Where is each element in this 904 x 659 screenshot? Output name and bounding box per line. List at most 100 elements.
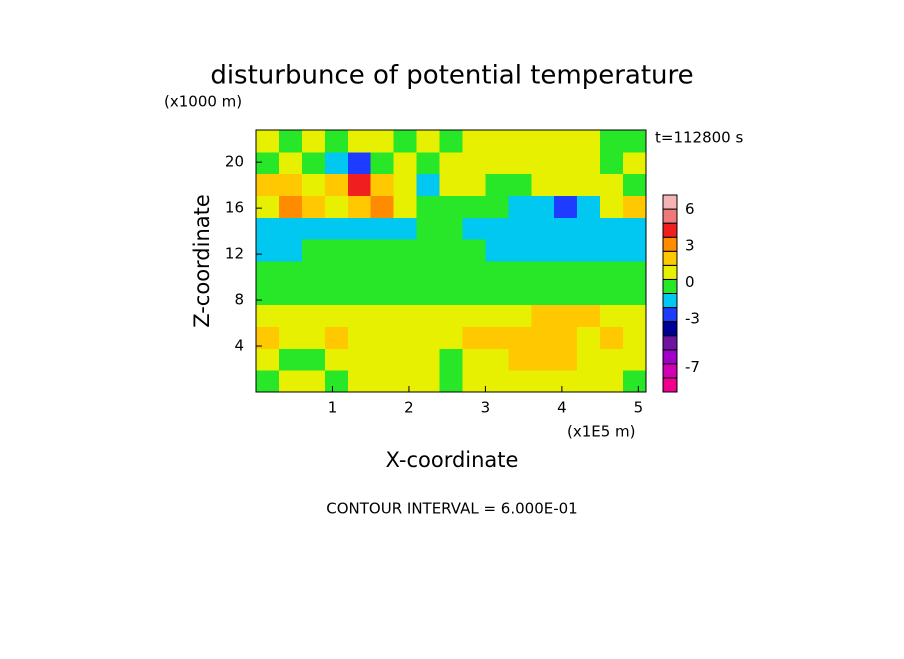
field-cell: [393, 370, 418, 393]
field-cell: [278, 261, 303, 284]
field-cell: [393, 239, 418, 262]
field-cell: [256, 304, 280, 327]
field-cell: [554, 261, 578, 284]
field-cell: [485, 261, 509, 284]
field-cell: [531, 130, 555, 153]
field-cell: [416, 130, 441, 153]
field-cell: [577, 370, 601, 393]
field-cell: [462, 217, 486, 240]
field-cell: [485, 282, 509, 306]
field-cell: [324, 304, 349, 327]
field-cell: [278, 348, 303, 371]
field-cell: [623, 326, 647, 349]
field-cell: [577, 348, 601, 371]
field-cell: [416, 282, 441, 306]
field-cell: [324, 217, 349, 240]
field-cell: [301, 217, 326, 240]
field-cell: [393, 195, 418, 218]
field-cell: [485, 239, 509, 262]
field-cell: [531, 239, 555, 262]
field-cell: [324, 173, 349, 196]
field-cell: [623, 130, 647, 153]
y-tick-label: 8: [234, 291, 244, 309]
field-cell: [462, 326, 486, 349]
field-cell: [347, 261, 372, 284]
field-cell: [416, 217, 441, 240]
field-cell: [278, 239, 303, 262]
field-cell: [600, 151, 624, 175]
x-tick-label: 4: [557, 399, 567, 417]
field-cell: [508, 130, 532, 153]
field-cell: [347, 348, 372, 371]
field-cell: [508, 217, 532, 240]
field-cell: [531, 173, 555, 196]
field-cell: [485, 217, 509, 240]
field-cell: [508, 304, 532, 327]
field-cell: [554, 151, 578, 175]
x-tick-label: 3: [481, 399, 491, 417]
field-cell: [577, 239, 601, 262]
field-cell: [416, 326, 441, 349]
field-cell: [347, 370, 372, 393]
field-cell: [256, 217, 280, 240]
field-cell: [554, 282, 578, 306]
field-cell: [554, 173, 578, 196]
field-cell: [577, 261, 601, 284]
field-cell: [508, 195, 532, 218]
field-cell: [416, 348, 441, 371]
field-cell: [256, 282, 280, 306]
field-cell: [623, 195, 647, 218]
field-cell: [508, 239, 532, 262]
field-cell: [577, 195, 601, 218]
colorbar-box: [662, 335, 678, 351]
field-cell: [278, 195, 303, 218]
field-cell: [623, 239, 647, 262]
field-cell: [508, 326, 532, 349]
field-cell: [278, 151, 303, 175]
field-cell: [600, 261, 624, 284]
field-cell: [439, 151, 463, 175]
y-tick-label: 4: [234, 337, 244, 355]
field-cell: [577, 326, 601, 349]
colorbar-label: -7: [685, 358, 700, 376]
x-tick-label: 2: [404, 399, 414, 417]
colorbar-box: [662, 194, 678, 210]
field-cell: [370, 326, 395, 349]
y-tick-label: 12: [225, 245, 244, 263]
field-cell: [577, 130, 601, 153]
field-cell: [393, 348, 418, 371]
field-cell: [370, 173, 395, 196]
field-cell: [370, 195, 395, 218]
colorbar-label: 6: [685, 200, 695, 218]
field-cell: [600, 370, 624, 393]
field-cell: [600, 173, 624, 196]
field-cell: [347, 217, 372, 240]
field-cell: [508, 261, 532, 284]
field-cell: [256, 348, 280, 371]
field-cell: [370, 261, 395, 284]
x-unit: (x1E5 m): [567, 423, 636, 441]
field-cell: [439, 239, 463, 262]
field-cell: [301, 239, 326, 262]
field-cell: [623, 282, 647, 306]
colorbar-box: [662, 377, 678, 393]
field-cell: [623, 304, 647, 327]
field-cell: [416, 261, 441, 284]
field-cell: [324, 261, 349, 284]
field-cell: [623, 261, 647, 284]
colorbar-box: [662, 236, 678, 252]
colorbar-box: [662, 307, 678, 323]
field-cell: [439, 370, 463, 393]
field-cell: [324, 130, 349, 153]
field-cell: [347, 195, 372, 218]
colorbar-box: [662, 250, 678, 266]
field-cell: [278, 282, 303, 306]
field-cell: [256, 195, 280, 218]
field-cell: [485, 370, 509, 393]
field-cell: [439, 130, 463, 153]
field-cell: [508, 173, 532, 196]
y-unit: (x1000 m): [164, 93, 242, 111]
field-cell: [577, 282, 601, 306]
field-cell: [508, 282, 532, 306]
field-cell: [462, 151, 486, 175]
